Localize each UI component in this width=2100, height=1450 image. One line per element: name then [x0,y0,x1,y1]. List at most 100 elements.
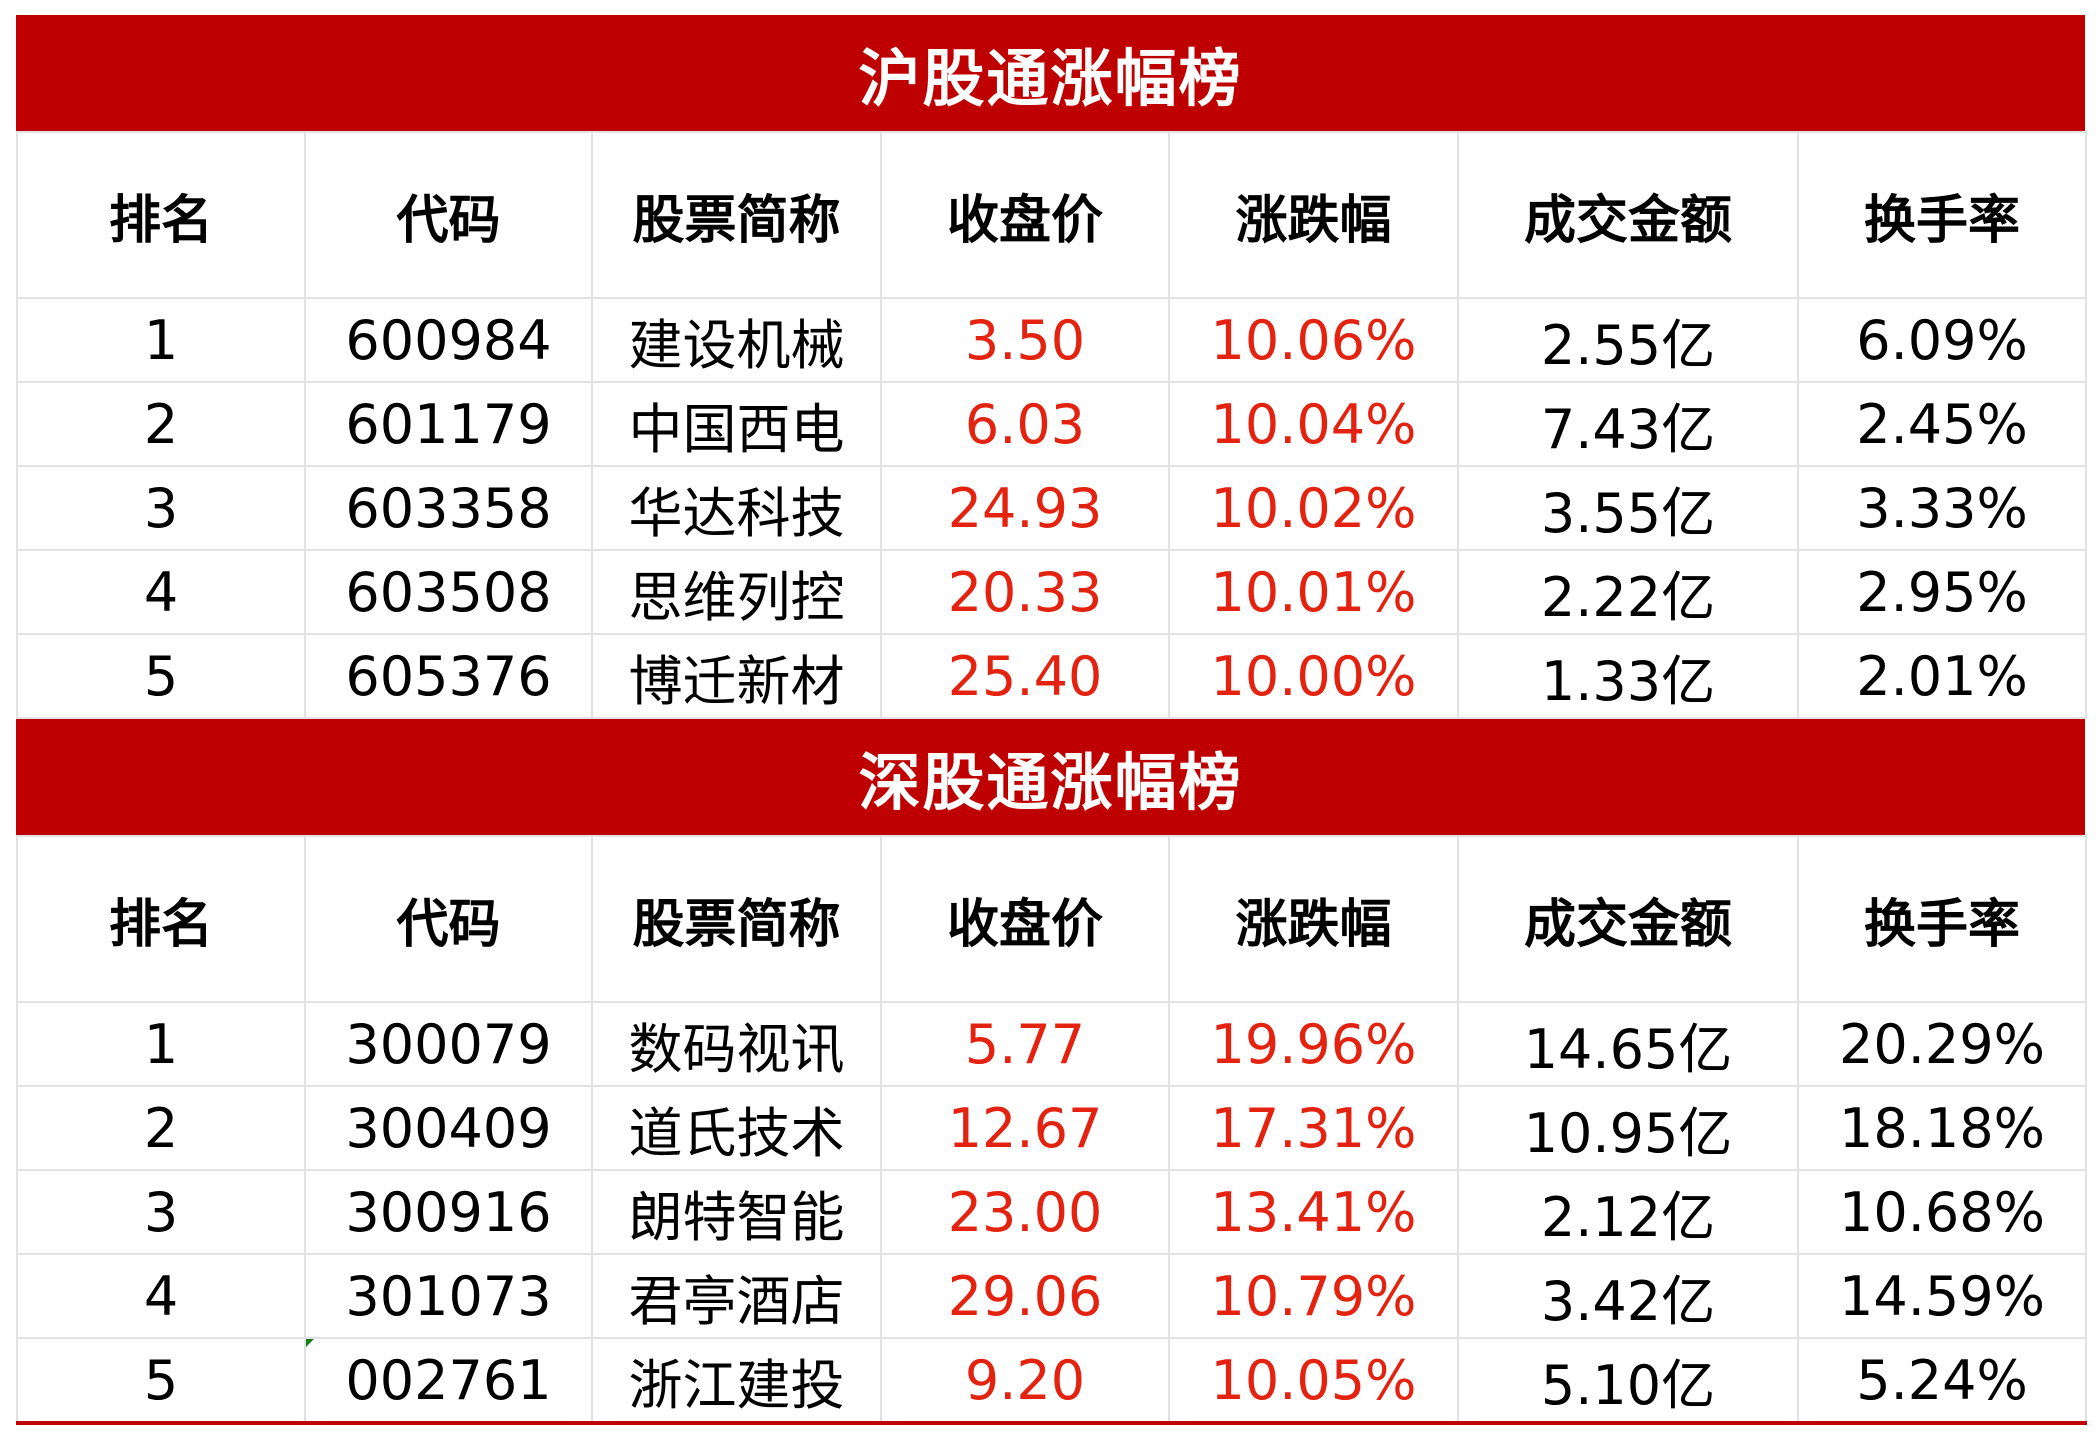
table-cell: 7.43亿 [1457,381,1799,467]
table-cell: 3 [16,465,306,551]
table-cell: 朗特智能 [591,1169,882,1255]
column-header: 成交金额 [1457,131,1799,299]
column-header: 股票简称 [591,131,882,299]
table-cell: 10.02% [1168,465,1459,551]
table-cell: 道氏技术 [591,1085,882,1171]
section-title: 沪股通涨幅榜 [16,15,2085,131]
column-header: 收盘价 [880,835,1170,1003]
table-cell: 4 [16,1253,306,1339]
table-cell: 3 [16,1169,306,1255]
column-header: 涨跌幅 [1168,835,1459,1003]
table-cell: 建设机械 [591,297,882,383]
table-cell: 300409 [304,1085,593,1171]
table-cell: 20.33 [880,549,1170,635]
table-cell: 19.96% [1168,1001,1459,1087]
table-cell: 605376 [304,633,593,719]
table-cell: 2.01% [1797,633,2087,719]
table-cell: 10.95亿 [1457,1085,1799,1171]
table-cell: 4 [16,549,306,635]
table-cell: 1 [16,297,306,383]
table-cell: 10.00% [1168,633,1459,719]
table-row: 3 603358 华达科技 24.93 10.02% 3.55亿 3.33% [16,465,2087,551]
table-cell: 603508 [304,549,593,635]
table-row: 4 301073 君亭酒店 29.06 10.79% 3.42亿 14.59% [16,1253,2087,1339]
table-cell: 14.59% [1797,1253,2087,1339]
table-cell: 1.33亿 [1457,633,1799,719]
table-cell: 14.65亿 [1457,1001,1799,1087]
table-cell: 2.55亿 [1457,297,1799,383]
ranking-table: 排名 代码 股票简称 收盘价 涨跌幅 成交金额 换手率 1 600984 建设机械 3.50 10.0… [16,131,2087,719]
table-cell: 5 [16,1337,306,1425]
table-cell: 300079 [304,1001,593,1087]
table-cell: 9.20 [880,1337,1170,1425]
column-header: 代码 [304,835,593,1003]
table-cell: 2 [16,1085,306,1171]
table-cell: 18.18% [1797,1085,2087,1171]
column-header: 换手率 [1797,835,2087,1003]
table-cell: 5.77 [880,1001,1170,1087]
table-cell: 10.01% [1168,549,1459,635]
table-cell: 603358 [304,465,593,551]
table-cell: 29.06 [880,1253,1170,1339]
table-cell: 3.42亿 [1457,1253,1799,1339]
table-cell: 数码视讯 [591,1001,882,1087]
header-row: 排名 代码 股票简称 收盘价 涨跌幅 成交金额 换手率 [16,835,2087,1003]
column-header: 涨跌幅 [1168,131,1459,299]
table-cell: 2.12亿 [1457,1169,1799,1255]
column-header: 换手率 [1797,131,2087,299]
table-cell: 600984 [304,297,593,383]
table-row: 5 002761 浙江建投 9.20 10.05% 5.10亿 5.24% [16,1337,2087,1425]
table-cell: 6.09% [1797,297,2087,383]
table-cell: 002761 [304,1337,593,1425]
table-cell: 10.06% [1168,297,1459,383]
table-cell: 5 [16,633,306,719]
table-cell: 1 [16,1001,306,1087]
table-cell: 2.22亿 [1457,549,1799,635]
table-cell: 17.31% [1168,1085,1459,1171]
table-row: 2 300409 道氏技术 12.67 17.31% 10.95亿 18.18% [16,1085,2087,1171]
table-cell: 25.40 [880,633,1170,719]
table-cell: 20.29% [1797,1001,2087,1087]
table-row: 4 603508 思维列控 20.33 10.01% 2.22亿 2.95% [16,549,2087,635]
table-cell: 5.10亿 [1457,1337,1799,1425]
table-cell: 3.50 [880,297,1170,383]
table-cell: 浙江建投 [591,1337,882,1425]
header-row: 排名 代码 股票简称 收盘价 涨跌幅 成交金额 换手率 [16,131,2087,299]
table-row: 2 601179 中国西电 6.03 10.04% 7.43亿 2.45% [16,381,2087,467]
table-cell: 思维列控 [591,549,882,635]
table-cell: 6.03 [880,381,1170,467]
section-title: 深股通涨幅榜 [16,719,2085,835]
table-cell: 3.55亿 [1457,465,1799,551]
table-cell: 10.79% [1168,1253,1459,1339]
table-row: 5 605376 博迁新材 25.40 10.00% 1.33亿 2.01% [16,633,2087,719]
table-cell: 301073 [304,1253,593,1339]
table-cell: 2.45% [1797,381,2087,467]
table-cell: 10.68% [1797,1169,2087,1255]
table-cell: 2.95% [1797,549,2087,635]
table-cell: 10.05% [1168,1337,1459,1425]
table-cell: 601179 [304,381,593,467]
column-header: 股票简称 [591,835,882,1003]
table-row: 1 300079 数码视讯 5.77 19.96% 14.65亿 20.29% [16,1001,2087,1087]
table-cell: 13.41% [1168,1169,1459,1255]
table-cell: 2 [16,381,306,467]
table-cell: 24.93 [880,465,1170,551]
table-cell: 23.00 [880,1169,1170,1255]
column-header: 成交金额 [1457,835,1799,1003]
column-header: 收盘价 [880,131,1170,299]
table-cell: 君亭酒店 [591,1253,882,1339]
ranking-table: 排名 代码 股票简称 收盘价 涨跌幅 成交金额 换手率 1 300079 数码视讯 5.77 19.9… [16,835,2087,1425]
ranking-tables: 沪股通涨幅榜 排名 代码 股票简称 收盘价 涨跌幅 成交金额 换手率 1 600984 建设机械 3.… [16,15,2087,1425]
table-row: 1 600984 建设机械 3.50 10.06% 2.55亿 6.09% [16,297,2087,383]
table-cell: 华达科技 [591,465,882,551]
table-cell: 中国西电 [591,381,882,467]
table-cell: 10.04% [1168,381,1459,467]
column-header: 排名 [16,131,306,299]
table-cell: 300916 [304,1169,593,1255]
column-header: 排名 [16,835,306,1003]
column-header: 代码 [304,131,593,299]
table-cell: 3.33% [1797,465,2087,551]
table-cell: 12.67 [880,1085,1170,1171]
table-cell: 5.24% [1797,1337,2087,1425]
table-cell: 博迁新材 [591,633,882,719]
